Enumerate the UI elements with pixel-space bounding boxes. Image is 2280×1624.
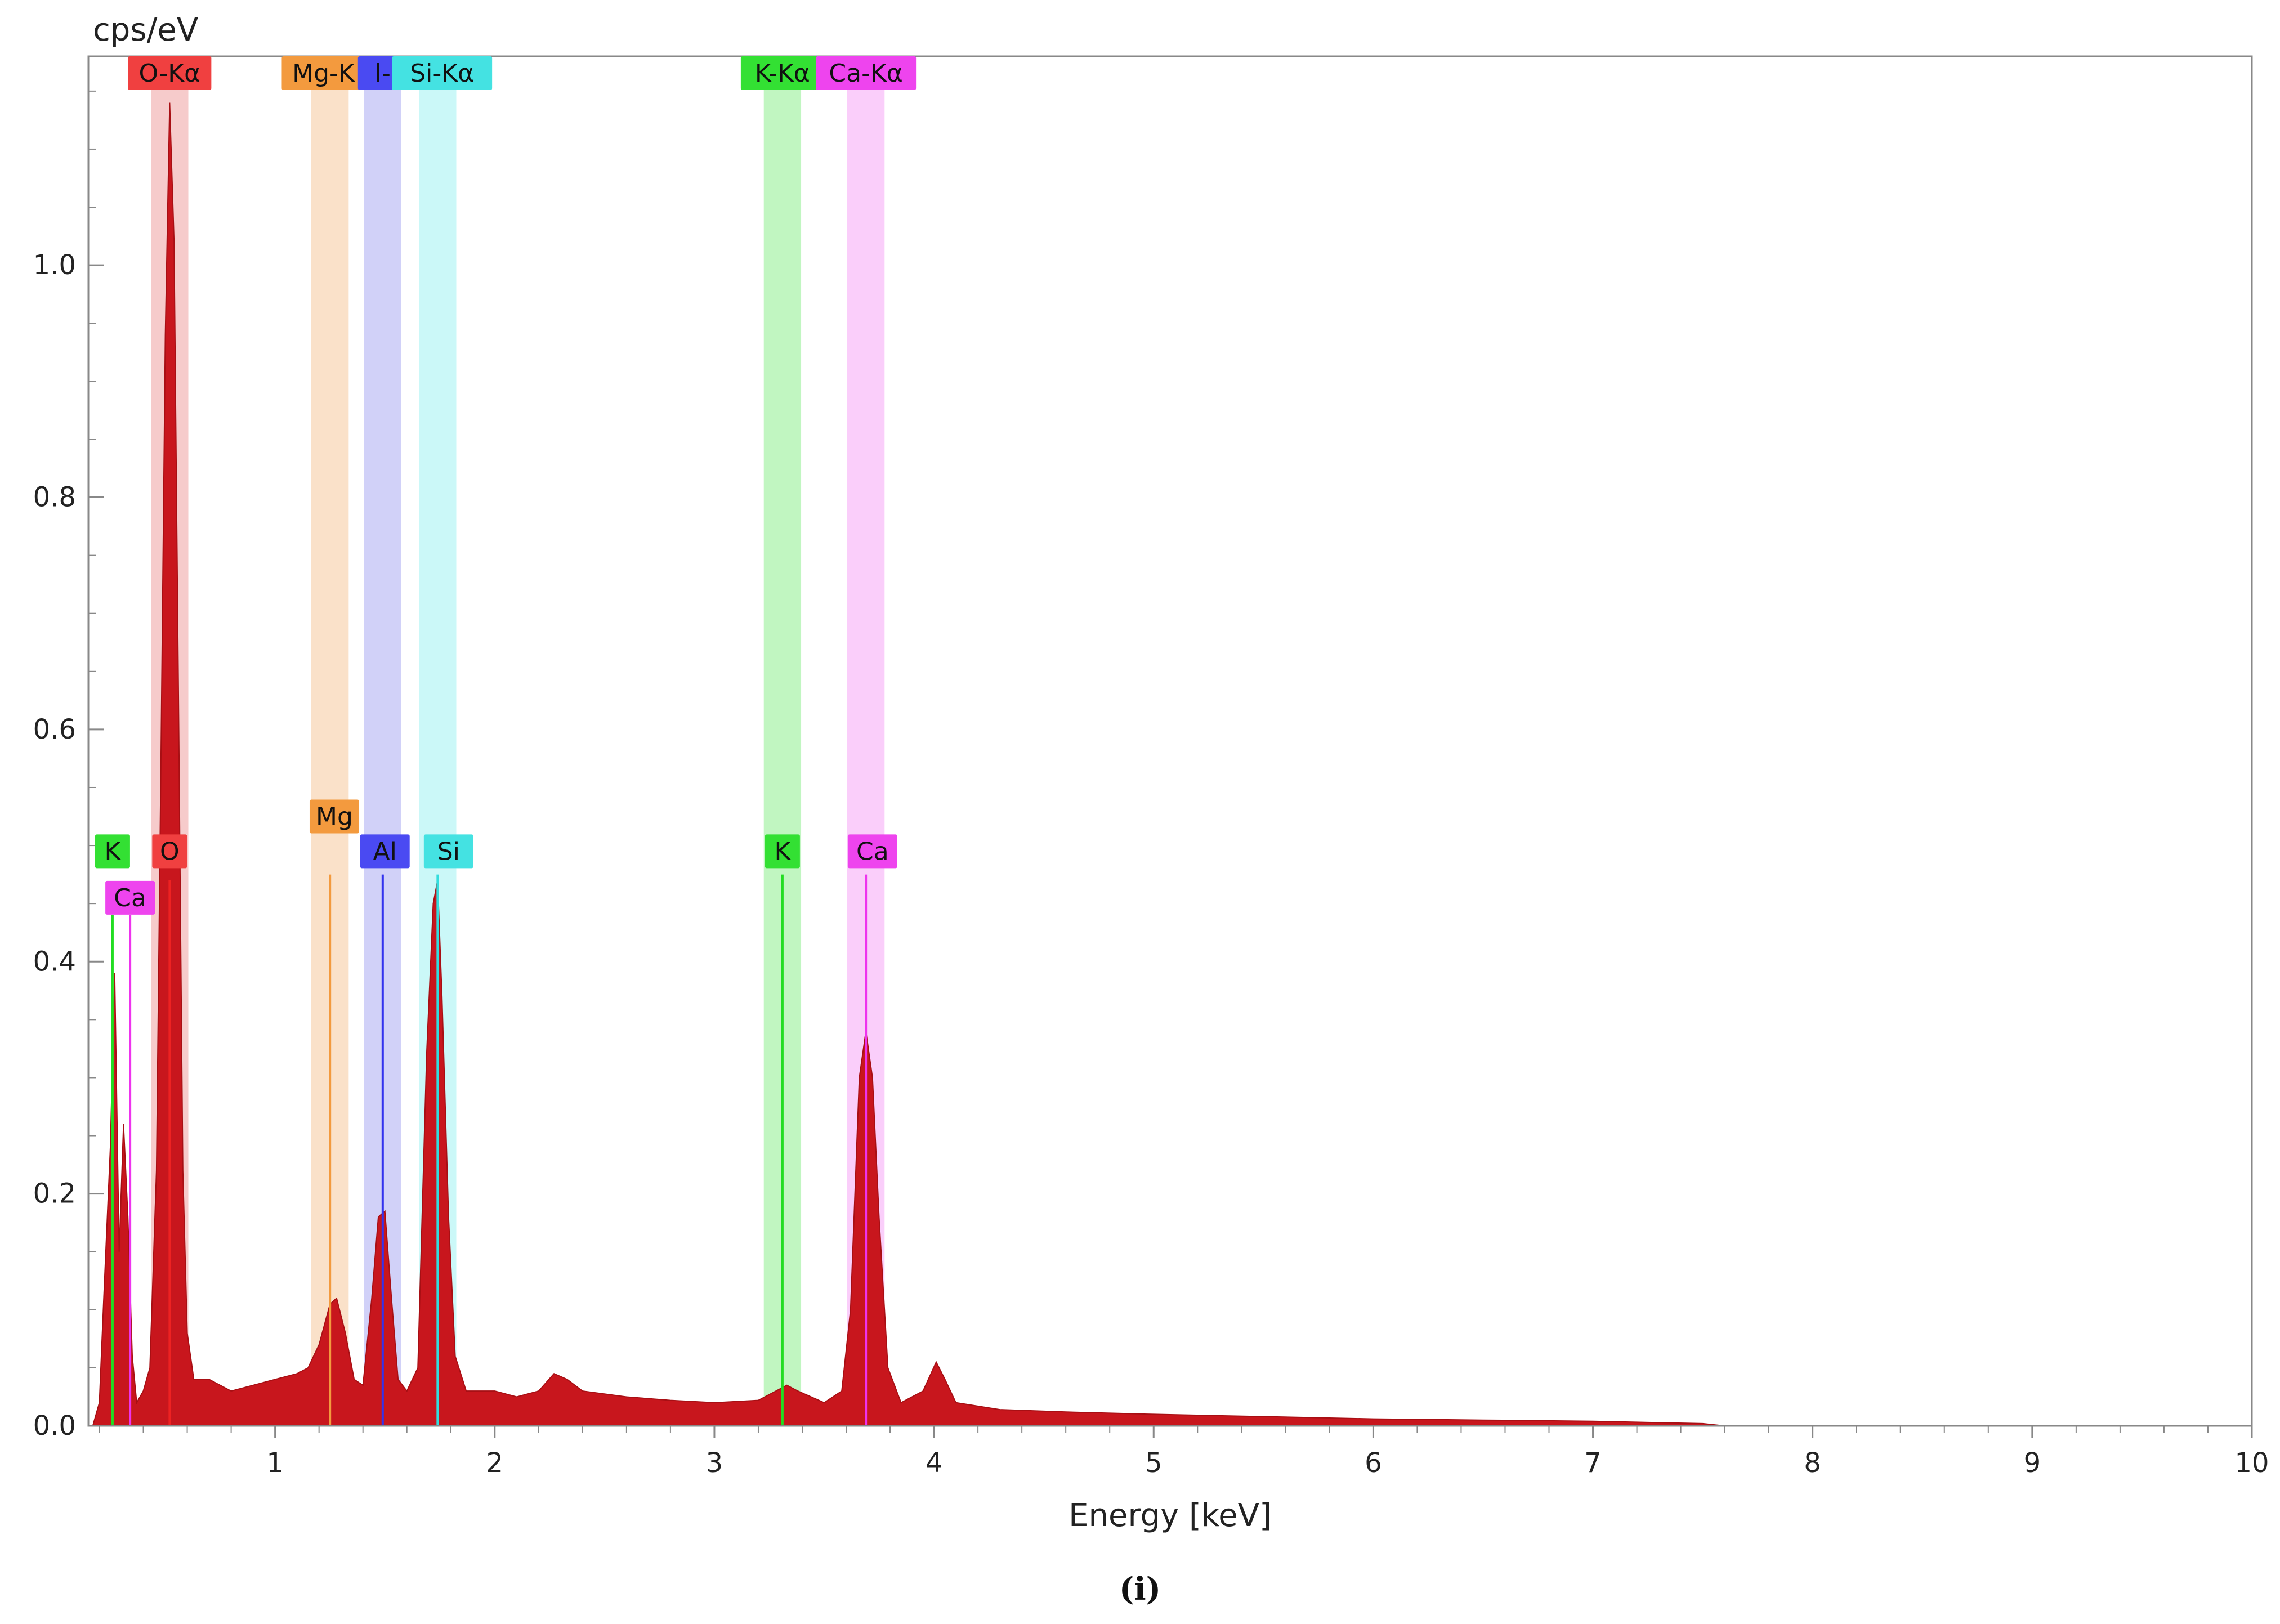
band-label-k-text: K-Kα (755, 59, 810, 88)
y-tick-label: 1.0 (33, 249, 76, 281)
peak-label-ca-l-text: Ca (114, 884, 146, 912)
y-tick-label: 0.4 (33, 946, 76, 977)
x-tick-label: 1 (266, 1447, 284, 1479)
plot-frame (87, 55, 2253, 1427)
x-tick-label: 2 (486, 1447, 504, 1479)
peak-label-si-text: Si (437, 837, 460, 866)
peak-label-al-box (360, 834, 410, 869)
band-label-ca-box (816, 56, 917, 90)
peak-label-al-text: Al (373, 837, 397, 866)
x-tick-label: 7 (1584, 1447, 1602, 1479)
band-label-al-text: l- (375, 59, 391, 88)
band-label-k-box (740, 56, 824, 90)
x-tick-label: 10 (2234, 1447, 2269, 1479)
peak-label-mg-box (309, 799, 359, 834)
y-tick-label: 0.6 (33, 714, 76, 745)
band-label-mg-text: Mg-K (292, 59, 355, 88)
x-tick-label: 3 (706, 1447, 723, 1479)
figure-caption: (i) (1119, 1571, 1161, 1608)
peak-label-k-text: K (774, 837, 791, 866)
peak-label-ca-text: Ca (856, 837, 889, 866)
x-tick-label: 9 (2024, 1447, 2041, 1479)
band-label-si-box (392, 56, 493, 90)
peak-label-k-l-text: K (104, 837, 121, 866)
band-label-ca-text: Ca-Kα (829, 59, 902, 88)
y-tick-label: 0.2 (33, 1178, 76, 1210)
peak-label-ca-box (847, 834, 897, 869)
x-axis-title: Energy [keV] (1069, 1497, 1272, 1534)
peak-label-ca-l-box (105, 880, 155, 915)
peak-label-k-box (765, 834, 800, 869)
peak-label-mg-text: Mg (316, 803, 353, 831)
peak-label-o-text: O (160, 837, 180, 866)
axes: 0.0 0.2 0.4 0.6 0.8 1.0 1 2 3 4 5 6 7 8 9 10 cps/eV Energ… (33, 12, 2269, 1534)
element-bands (151, 56, 885, 1426)
x-tick-label: 6 (1365, 1447, 1382, 1479)
element-lines (111, 874, 868, 1426)
y-tick-label: 0.8 (33, 482, 76, 513)
y-tick-label: 0.0 (33, 1410, 76, 1442)
peak-label-o-box (152, 834, 187, 869)
x-tick-label: 8 (1804, 1447, 1821, 1479)
band-label-si-text: Si-Kα (410, 59, 474, 88)
peak-label-si-box (423, 834, 473, 869)
band-label-o-box (128, 56, 212, 90)
y-axis-title: cps/eV (93, 12, 198, 48)
band-label-o-text: O-Kα (139, 59, 201, 88)
spectrum-area (92, 102, 1725, 1426)
band-label-mg-box (281, 56, 365, 90)
peak-label-k-l-box (95, 834, 130, 869)
spectrum-layer (92, 102, 1725, 1426)
x-tick-label: 5 (1145, 1447, 1163, 1479)
element-tags: O-Kα Mg-K l- Si-Kα K-Kα Ca-Kα K Ca O Mg Al Si K Ca (95, 56, 917, 915)
x-tick-label: 4 (926, 1447, 943, 1479)
